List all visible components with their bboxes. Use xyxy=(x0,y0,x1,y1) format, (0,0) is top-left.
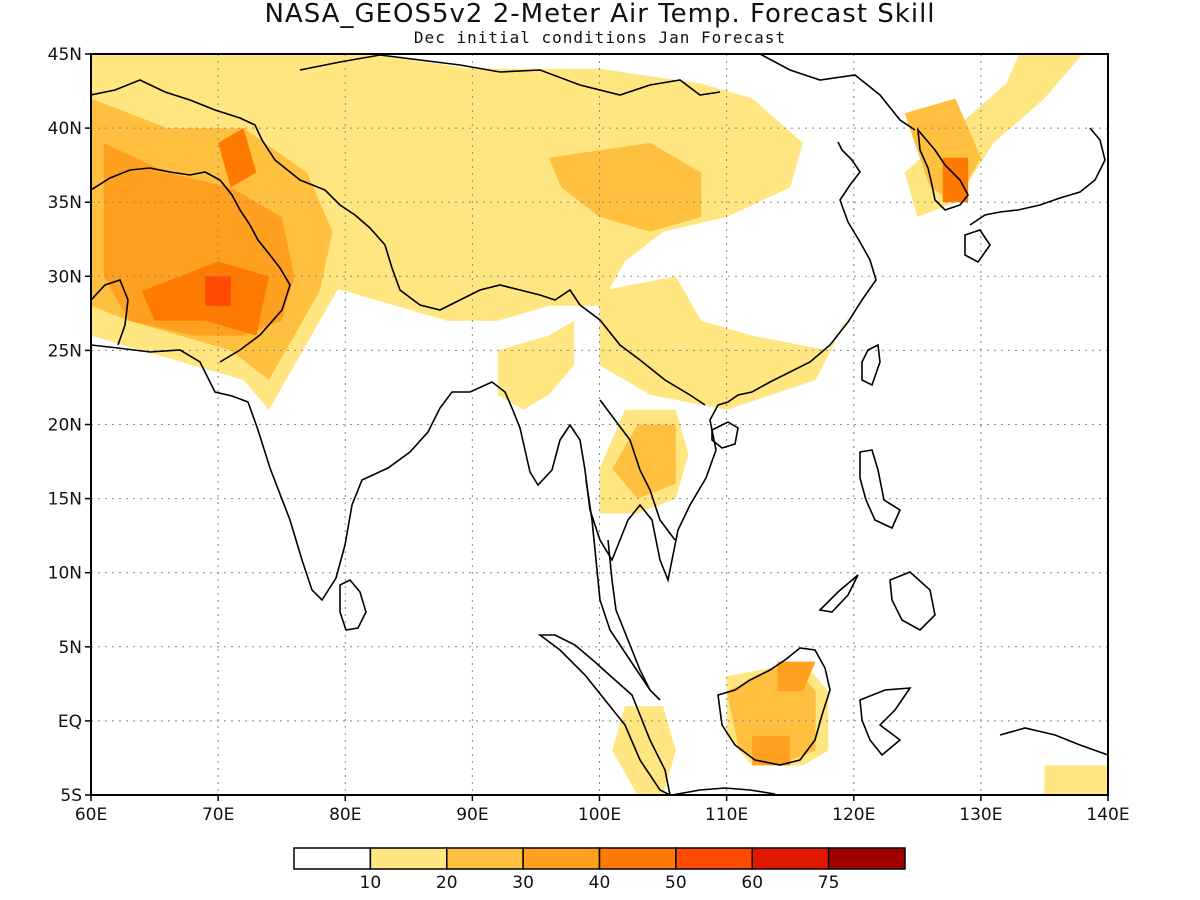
sulawesi-coastline xyxy=(859,687,912,757)
sumatra-coastline xyxy=(537,634,671,795)
lon-tick-label: 90E xyxy=(456,805,488,825)
colorbar-swatch xyxy=(827,847,906,870)
coastlines xyxy=(91,54,1108,795)
colorbar: 10 20 30 40 50 60 75 xyxy=(293,847,906,893)
sri-lanka-coastline xyxy=(339,579,367,631)
korea-coastline xyxy=(916,127,969,211)
skill-region-level-3 xyxy=(752,735,791,766)
lon-tick-label: 100E xyxy=(578,805,621,825)
lon-tick-label: 80E xyxy=(329,805,361,825)
lat-tick-label: 40N xyxy=(48,119,82,139)
colorbar-swatch xyxy=(751,847,830,870)
skill-region-level-1 xyxy=(91,54,803,321)
skill-region-level-4 xyxy=(942,157,969,203)
gridlines xyxy=(91,54,1108,795)
borneo-coastline xyxy=(717,647,831,766)
axis-labels: 60E 70E 80E 90E 100E 110E 120E 130E 140E 45N 40N 35… xyxy=(48,45,1130,825)
philippines-luzon-coastline xyxy=(859,449,902,530)
hainan-coastline xyxy=(711,421,739,449)
afghan-pakistan-border xyxy=(91,167,291,363)
lat-tick-label: EQ xyxy=(58,712,82,732)
central-asia-borders xyxy=(91,79,581,311)
skill-region-level-4 xyxy=(218,128,257,188)
colorbar-label: 30 xyxy=(512,873,534,893)
skill-region-level-5 xyxy=(205,276,231,306)
skill-region-level-2 xyxy=(612,424,676,499)
lat-tick-label: 5N xyxy=(58,638,82,658)
colorbar-label: 40 xyxy=(589,873,611,893)
skill-region-level-1 xyxy=(612,706,676,795)
map-title: NASA_GEOS5v2 2-Meter Air Temp. Forecast … xyxy=(264,0,936,29)
malay-peninsula-coastline xyxy=(585,479,661,701)
lat-tick-label: 15N xyxy=(48,490,82,510)
lat-tick-label: 10N xyxy=(48,564,82,584)
lat-tick-label: 25N xyxy=(48,341,82,361)
taiwan-coastline xyxy=(861,343,881,387)
skill-fill-layer xyxy=(91,54,1108,795)
lon-tick-label: 130E xyxy=(959,805,1002,825)
colorbar-label: 20 xyxy=(436,873,458,893)
japan-kyushu-coastline xyxy=(964,229,991,264)
philippines-mindanao-coastline xyxy=(889,571,936,631)
skill-region-level-1 xyxy=(1044,765,1108,795)
indochina-borders xyxy=(579,304,706,541)
japan-coastline xyxy=(969,127,1106,226)
lon-tick-label: 140E xyxy=(1086,805,1129,825)
skill-region-level-1 xyxy=(599,276,854,410)
lat-tick-label: 5S xyxy=(60,786,82,806)
lon-tick-label: 110E xyxy=(705,805,748,825)
java-coastline xyxy=(671,787,776,795)
lat-tick-label: 20N xyxy=(48,416,82,436)
skill-region-level-2 xyxy=(548,142,702,232)
colorbar-swatch xyxy=(522,847,601,870)
palawan-coastline xyxy=(818,574,859,613)
map-subtitle: Dec initial conditions Jan Forecast xyxy=(413,28,787,47)
lon-tick-label: 60E xyxy=(75,805,107,825)
colorbar-label: 60 xyxy=(741,873,763,893)
china-russia-border xyxy=(759,54,916,131)
colorbar-label: 10 xyxy=(360,873,382,893)
colorbar-swatch xyxy=(369,847,448,870)
colorbar-label: 75 xyxy=(818,873,840,893)
colorbar-swatch xyxy=(675,847,753,870)
skill-region-level-1 xyxy=(497,320,575,410)
colorbar-label: 50 xyxy=(665,873,687,893)
lat-tick-label: 35N xyxy=(48,193,82,213)
colorbar-swatch xyxy=(598,847,677,870)
colorbar-swatch xyxy=(293,847,372,870)
lon-tick-label: 120E xyxy=(832,805,875,825)
new-guinea-coastline xyxy=(999,727,1108,756)
skill-region-level-3 xyxy=(777,661,816,692)
lat-tick-label: 45N xyxy=(48,45,82,65)
iran-border xyxy=(91,279,129,346)
colorbar-swatch xyxy=(446,847,524,870)
lat-tick-label: 30N xyxy=(48,267,82,287)
lon-tick-label: 70E xyxy=(202,805,234,825)
